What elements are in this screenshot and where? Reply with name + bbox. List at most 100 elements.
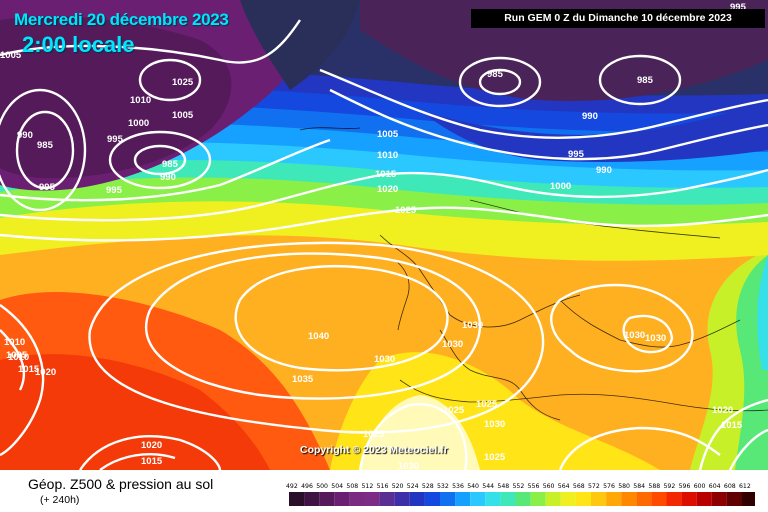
- scale-swatch: [379, 492, 395, 506]
- scale-label: 544: [482, 483, 494, 490]
- scale-swatch: [424, 492, 440, 506]
- scale-label: 516: [377, 483, 389, 490]
- isobar-label: 1020: [712, 405, 733, 416]
- band-deeppurple-nw: [0, 16, 232, 179]
- scale-label: 524: [407, 483, 419, 490]
- isobar-label: 1010: [130, 95, 151, 106]
- scale-swatch: [591, 492, 607, 506]
- legend-subtitle: (+ 240h): [40, 494, 80, 506]
- isobar-label: 1025: [395, 205, 417, 216]
- isobar-label: 990: [17, 130, 33, 141]
- scale-swatch: [711, 492, 727, 506]
- band-cyan: [0, 140, 768, 188]
- isobar-label: 1025: [484, 452, 506, 463]
- scale-swatch: [485, 492, 501, 506]
- isobar-label: 1040: [308, 331, 329, 342]
- scale-label: 604: [709, 483, 721, 490]
- scale-swatch: [500, 492, 516, 506]
- scale-swatch: [621, 492, 637, 506]
- scale-label: 532: [437, 483, 449, 490]
- isobar-label: 985: [162, 159, 179, 170]
- scale-swatch: [440, 492, 456, 506]
- isobar-label: 985: [487, 69, 504, 80]
- isobar-label: 1005: [6, 350, 28, 361]
- isobar-label: 1010: [4, 337, 25, 348]
- scale-swatch: [636, 492, 652, 506]
- scale-label: 588: [648, 483, 660, 490]
- isobar-label: 1005: [172, 110, 194, 121]
- isobar-label: 1015: [721, 420, 743, 431]
- isobar-label: 1025: [363, 429, 385, 440]
- isobar-label: 1005: [377, 129, 399, 140]
- scale-swatch: [455, 492, 471, 506]
- scale-swatch: [289, 492, 305, 506]
- forecast-date: Mercredi 20 décembre 2023: [14, 10, 229, 29]
- isobar-label: 985: [637, 75, 654, 86]
- band-teal: [0, 157, 768, 205]
- isobar-label: 990: [160, 172, 176, 183]
- isobar-label: 995: [106, 185, 123, 196]
- isobar-label: 1035: [292, 374, 314, 385]
- copyright: Copyright © 2023 Meteociel.fr: [300, 444, 448, 456]
- scale-swatch: [515, 492, 531, 506]
- coastlines: [299, 127, 768, 421]
- scale-label: 596: [679, 483, 691, 490]
- isobar-label: 995: [568, 149, 585, 160]
- scale-label: 568: [573, 483, 585, 490]
- scale-label: 552: [513, 483, 525, 490]
- isobar-label: 1030: [442, 339, 463, 350]
- legend-title: Géop. Z500 & pression au sol: [28, 476, 214, 492]
- isobar-label: 1030: [398, 461, 419, 470]
- scale-swatch: [560, 492, 576, 506]
- weather-map: 1005 1025 1010 1005 1000 990 985 995 985…: [0, 0, 768, 470]
- scale-label: 556: [528, 483, 540, 490]
- scale-swatch: [364, 492, 380, 506]
- scale-label: 496: [301, 483, 313, 490]
- forecast-time: 2:00 locale: [22, 32, 135, 57]
- isobar-label: 995: [107, 134, 124, 145]
- isobar-label: 990: [596, 165, 612, 176]
- scale-swatch: [742, 492, 755, 506]
- scale-label: 492: [286, 483, 298, 490]
- scale-swatch: [394, 492, 410, 506]
- color-scale: 492 496 500 504 508 512 516 520 524 528 532 536 540 5…: [286, 483, 755, 506]
- scale-swatch: [726, 492, 742, 506]
- scale-label: 600: [694, 483, 706, 490]
- band-green: [0, 175, 768, 225]
- scale-swatch: [606, 492, 622, 506]
- scale-swatch: [409, 492, 425, 506]
- band-dark-nw-corner: [240, 0, 360, 90]
- scale-swatch: [545, 492, 561, 506]
- isobar-label: 995: [39, 182, 56, 193]
- scale-label: 560: [543, 483, 555, 490]
- scale-swatch: [304, 492, 320, 506]
- isobar-label: 1025: [443, 405, 465, 416]
- scale-label: 564: [558, 483, 570, 490]
- scale-label: 512: [362, 483, 374, 490]
- isobar-label: 995: [730, 2, 747, 13]
- isobar-label: 1010: [8, 352, 29, 363]
- isobar-label: 990: [582, 111, 598, 122]
- isobar-label: 985: [37, 140, 54, 151]
- scale-swatch: [319, 492, 335, 506]
- isobar-label: 1030: [462, 320, 483, 331]
- isobar-label: 1020: [35, 367, 56, 378]
- scale-swatch: [470, 492, 486, 506]
- scale-swatch: [651, 492, 667, 506]
- band-yellow: [0, 199, 768, 261]
- isobar-label: 1015: [141, 456, 163, 467]
- isobar-label: 1000: [550, 181, 571, 192]
- scale-label: 584: [633, 483, 645, 490]
- isobar-label: 1030: [374, 354, 395, 365]
- scale-swatch: [334, 492, 350, 506]
- isobar-label: 1030: [645, 333, 666, 344]
- scale-label: 572: [588, 483, 600, 490]
- scale-swatch: [349, 492, 365, 506]
- isobar-label: 1000: [128, 118, 149, 129]
- isobar-label: 1020: [141, 440, 162, 451]
- isobar-label: 1030: [484, 419, 505, 430]
- scale-label: 548: [497, 483, 509, 490]
- scale-label: 528: [422, 483, 434, 490]
- isobar-label: 1015: [375, 169, 397, 180]
- isobar-label: 1015: [18, 364, 40, 375]
